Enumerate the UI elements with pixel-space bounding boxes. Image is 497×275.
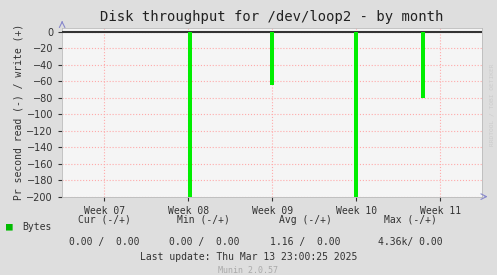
Text: Munin 2.0.57: Munin 2.0.57 [219, 266, 278, 274]
Text: Avg (-/+): Avg (-/+) [279, 215, 332, 225]
Text: 0.00 /  0.00: 0.00 / 0.00 [69, 237, 140, 247]
Text: ■: ■ [6, 222, 13, 232]
Text: 0.00 /  0.00: 0.00 / 0.00 [168, 237, 239, 247]
Text: Bytes: Bytes [22, 222, 52, 232]
Text: 4.36k/ 0.00: 4.36k/ 0.00 [378, 237, 442, 247]
Title: Disk throughput for /dev/loop2 - by month: Disk throughput for /dev/loop2 - by mont… [100, 10, 444, 24]
Text: Last update: Thu Mar 13 23:00:25 2025: Last update: Thu Mar 13 23:00:25 2025 [140, 252, 357, 262]
Text: Min (-/+): Min (-/+) [177, 215, 230, 225]
Text: RRDTOOL / TOBI OETIKER: RRDTOOL / TOBI OETIKER [490, 63, 495, 146]
Text: Cur (-/+): Cur (-/+) [78, 215, 131, 225]
Text: 1.16 /  0.00: 1.16 / 0.00 [270, 237, 341, 247]
Y-axis label: Pr second read (-) / write (+): Pr second read (-) / write (+) [14, 24, 24, 200]
Text: Max (-/+): Max (-/+) [384, 215, 436, 225]
